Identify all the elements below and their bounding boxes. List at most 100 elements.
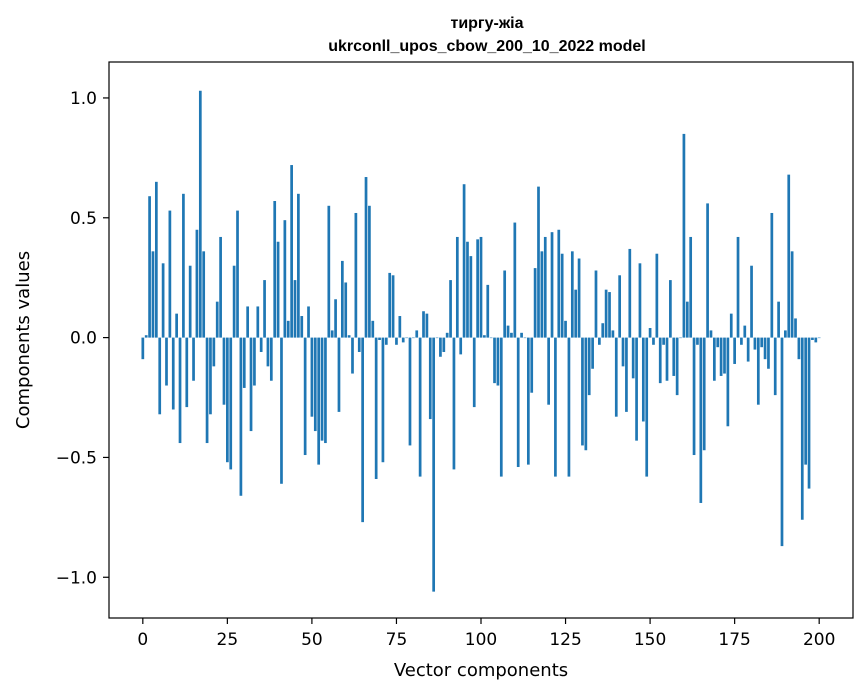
bar bbox=[763, 337, 767, 360]
bar bbox=[526, 337, 530, 465]
bar bbox=[269, 337, 273, 381]
bar bbox=[192, 337, 195, 381]
bar bbox=[188, 265, 192, 338]
bar bbox=[699, 337, 703, 503]
bar bbox=[357, 337, 361, 352]
bar bbox=[628, 248, 632, 338]
bar bbox=[418, 337, 422, 477]
bar bbox=[175, 313, 178, 338]
bar bbox=[459, 337, 463, 355]
bar bbox=[692, 337, 696, 456]
bar bbox=[337, 337, 341, 412]
bar bbox=[303, 337, 307, 456]
bar bbox=[246, 306, 250, 338]
bar bbox=[398, 316, 402, 338]
bar bbox=[462, 184, 466, 338]
y-axis-ticks: −1.0 −0.5 0.0 0.5 1.0 bbox=[56, 89, 109, 588]
bar bbox=[381, 337, 385, 463]
bar bbox=[696, 337, 699, 345]
bar bbox=[652, 337, 655, 345]
bar bbox=[283, 220, 287, 338]
bar bbox=[178, 337, 182, 444]
bar bbox=[340, 260, 344, 338]
bar bbox=[334, 299, 337, 338]
bar bbox=[489, 337, 493, 339]
bar bbox=[374, 337, 378, 479]
bar bbox=[675, 337, 679, 396]
bar bbox=[733, 337, 736, 364]
bar bbox=[483, 335, 486, 338]
bar bbox=[212, 337, 216, 367]
x-tick-label: 50 bbox=[301, 630, 323, 650]
bar bbox=[344, 282, 348, 338]
bar bbox=[746, 337, 750, 362]
bar bbox=[209, 337, 212, 415]
bar bbox=[232, 265, 236, 338]
bar bbox=[347, 335, 351, 338]
bar bbox=[219, 236, 222, 338]
bar bbox=[242, 337, 246, 388]
bar bbox=[645, 337, 649, 477]
bar bbox=[405, 337, 408, 339]
bar bbox=[290, 165, 293, 338]
bar bbox=[395, 337, 398, 345]
bar bbox=[161, 263, 165, 338]
bar bbox=[638, 263, 642, 338]
bar bbox=[547, 337, 550, 405]
bar bbox=[807, 337, 811, 489]
bar bbox=[476, 239, 479, 338]
bar bbox=[432, 337, 436, 592]
bar bbox=[557, 229, 561, 338]
bar bbox=[672, 337, 676, 376]
bar bbox=[689, 236, 693, 338]
bar bbox=[256, 306, 260, 338]
bar bbox=[286, 320, 290, 338]
bar bbox=[523, 337, 527, 339]
bar bbox=[195, 229, 199, 338]
bar bbox=[226, 337, 229, 463]
bar bbox=[811, 337, 814, 340]
bar bbox=[202, 251, 206, 338]
bar bbox=[804, 337, 808, 465]
bar bbox=[658, 337, 662, 384]
bar bbox=[361, 337, 364, 523]
bar bbox=[442, 337, 446, 352]
bar bbox=[506, 325, 510, 338]
bar bbox=[320, 337, 324, 441]
bar bbox=[516, 337, 520, 468]
bar bbox=[631, 337, 635, 379]
bar bbox=[154, 181, 158, 338]
bar bbox=[729, 313, 733, 338]
bar bbox=[601, 323, 605, 338]
bar bbox=[574, 289, 578, 338]
bar bbox=[513, 222, 517, 338]
bar-series bbox=[141, 90, 821, 592]
bar bbox=[384, 337, 388, 345]
bar bbox=[817, 337, 821, 339]
bar bbox=[276, 241, 280, 338]
bar bbox=[777, 301, 780, 338]
bar bbox=[790, 251, 794, 338]
bar bbox=[401, 337, 405, 343]
bar bbox=[611, 330, 615, 338]
bar bbox=[205, 337, 209, 444]
bar bbox=[726, 337, 730, 427]
x-tick-label: 100 bbox=[465, 630, 497, 650]
bar bbox=[452, 337, 456, 470]
bar bbox=[540, 251, 544, 338]
bar bbox=[537, 186, 540, 338]
bar bbox=[249, 337, 253, 432]
bar bbox=[297, 193, 300, 338]
bar bbox=[554, 337, 557, 477]
bar bbox=[712, 337, 716, 381]
bar bbox=[641, 337, 645, 422]
bar bbox=[682, 133, 686, 338]
x-axis-label: Vector components bbox=[394, 660, 568, 681]
bar bbox=[293, 280, 297, 338]
bar bbox=[577, 258, 581, 338]
bar bbox=[198, 90, 202, 338]
x-tick-label: 75 bbox=[386, 630, 408, 650]
x-tick-label: 0 bbox=[137, 630, 148, 650]
bar bbox=[550, 232, 554, 338]
